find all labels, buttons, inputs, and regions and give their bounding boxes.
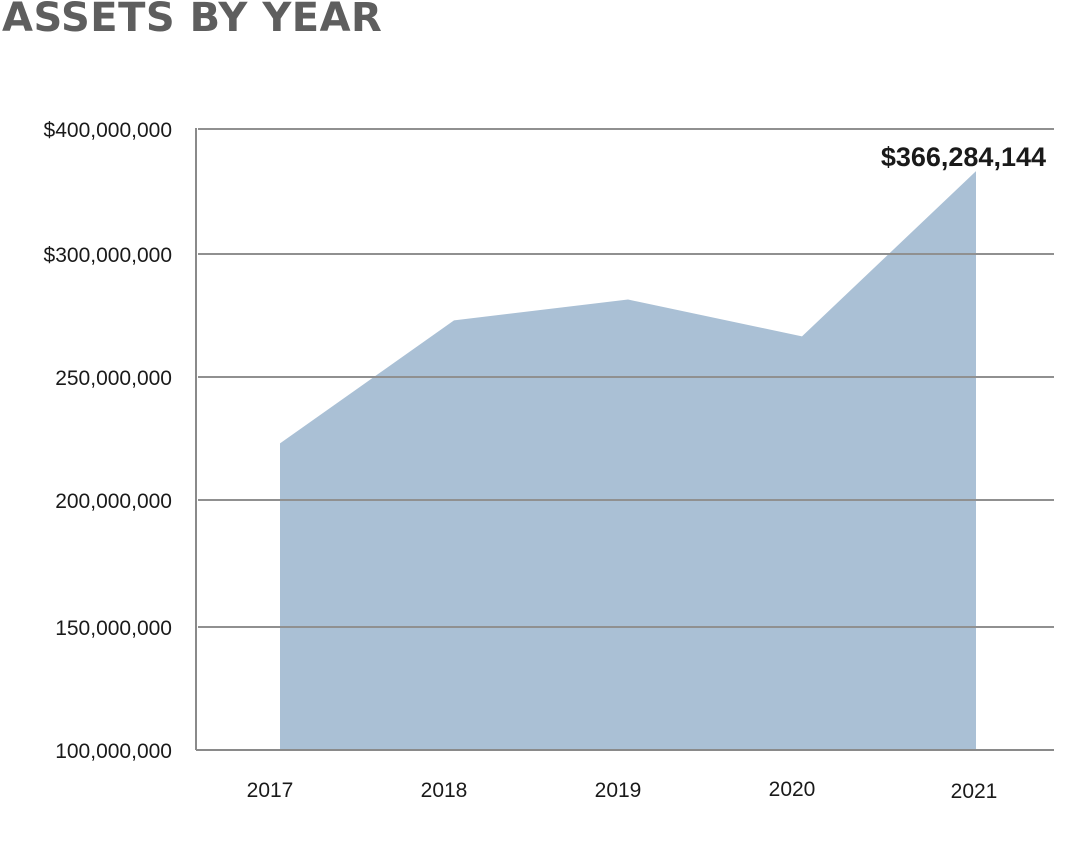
- x-tick-label: 2019: [595, 779, 642, 802]
- y-tick-label: 200,000,000: [55, 490, 172, 513]
- x-tick-label: 2017: [247, 779, 294, 802]
- chart-title: ASSETS BY YEAR: [2, 0, 383, 41]
- x-tick-labels: 2017 2018 2019 2020 2021: [247, 778, 998, 803]
- y-tick-label: $400,000,000: [44, 119, 172, 142]
- area-series: [280, 171, 976, 751]
- y-tick-label: 100,000,000: [55, 740, 172, 763]
- x-tick-label: 2021: [951, 780, 998, 803]
- gridlines: [198, 128, 1054, 628]
- y-tick-label: 250,000,000: [55, 367, 172, 390]
- y-tick-label: 150,000,000: [55, 617, 172, 640]
- annotations: $366,284,144: [881, 142, 1046, 172]
- x-tick-label: 2020: [769, 778, 816, 801]
- axes: [195, 128, 1054, 751]
- value-label-2021: $366,284,144: [881, 142, 1046, 172]
- area-layer: [280, 171, 976, 751]
- y-tick-labels: 100,000,000 150,000,000 200,000,000 250,000…: [44, 119, 172, 763]
- y-tick-label: $300,000,000: [44, 244, 172, 267]
- x-tick-label: 2018: [421, 779, 468, 802]
